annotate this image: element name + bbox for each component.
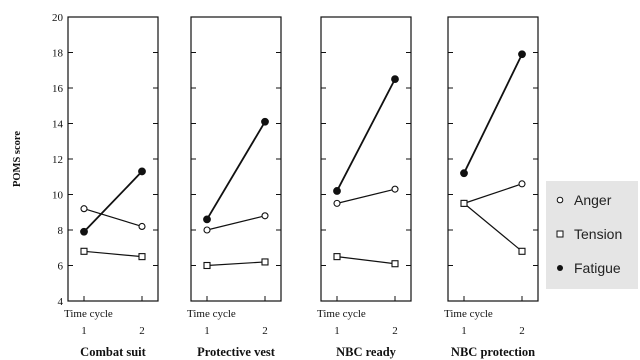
marker-fatigue bbox=[203, 215, 211, 224]
marker-anger bbox=[518, 180, 526, 188]
x-axis-label: Time cycle bbox=[64, 308, 113, 320]
y-axis-label: POMS score bbox=[12, 131, 23, 187]
series-line-anger bbox=[336, 188, 396, 204]
y-tick-label: 20 bbox=[52, 12, 64, 24]
x-tick-label: 2 bbox=[519, 325, 525, 337]
series-line-fatigue bbox=[336, 78, 396, 192]
marker-fatigue bbox=[80, 227, 88, 236]
marker-fatigue bbox=[391, 75, 399, 84]
y-tick-label: 12 bbox=[52, 154, 63, 166]
marker-tension bbox=[261, 258, 269, 266]
marker-tension bbox=[391, 260, 399, 268]
marker-anger bbox=[261, 212, 269, 220]
marker-anger bbox=[203, 226, 211, 234]
marker-fatigue bbox=[138, 167, 146, 176]
marker-fatigue bbox=[261, 117, 269, 126]
series-line-tension bbox=[463, 202, 523, 252]
marker-tension bbox=[460, 199, 468, 207]
panel-frame bbox=[190, 16, 282, 302]
series-line-tension bbox=[336, 256, 396, 265]
x-tick-label: 1 bbox=[461, 325, 467, 337]
marker-anger bbox=[391, 185, 399, 193]
marker-fatigue bbox=[518, 50, 526, 59]
y-tick-label: 16 bbox=[52, 83, 64, 95]
legend-marker-tension bbox=[556, 230, 564, 238]
series-line-fatigue bbox=[463, 53, 523, 174]
x-tick-label: 2 bbox=[392, 325, 398, 337]
marker-tension bbox=[138, 253, 146, 261]
legend-marker-fatigue bbox=[557, 265, 563, 271]
marker-anger bbox=[138, 222, 146, 230]
series-line-fatigue bbox=[206, 121, 266, 220]
y-tick-label: 6 bbox=[58, 261, 64, 273]
x-tick-label: 2 bbox=[262, 325, 268, 337]
x-tick-label: 1 bbox=[204, 325, 210, 337]
series-line-tension bbox=[83, 250, 143, 258]
series-line-anger bbox=[463, 183, 523, 204]
x-axis-label: Time cycle bbox=[187, 308, 236, 320]
y-tick-label: 14 bbox=[52, 119, 64, 131]
panel-title: Combat suit bbox=[80, 345, 146, 359]
legend-label: Tension bbox=[574, 226, 622, 242]
panel-title: NBC protection bbox=[451, 345, 535, 359]
x-tick-label: 1 bbox=[334, 325, 340, 337]
marker-fatigue bbox=[333, 187, 341, 195]
marker-tension bbox=[333, 253, 341, 261]
y-tick-label: 10 bbox=[52, 190, 64, 202]
marker-tension bbox=[518, 247, 526, 255]
series-line-anger bbox=[83, 208, 143, 228]
marker-fatigue bbox=[460, 169, 468, 178]
marker-tension bbox=[203, 261, 211, 270]
series-line-anger bbox=[206, 215, 266, 231]
x-tick-label: 1 bbox=[81, 325, 87, 337]
legend-marker-anger bbox=[556, 196, 564, 204]
x-axis-label: Time cycle bbox=[317, 308, 366, 320]
legend-label: Fatigue bbox=[574, 260, 621, 276]
y-tick-label: 18 bbox=[52, 48, 64, 60]
marker-tension bbox=[80, 247, 88, 255]
legend-label: Anger bbox=[574, 192, 612, 208]
marker-anger bbox=[80, 205, 88, 213]
x-tick-label: 2 bbox=[139, 325, 145, 337]
panel-title: Protective vest bbox=[197, 345, 276, 359]
y-tick-label: 8 bbox=[58, 225, 64, 237]
panel-title: NBC ready bbox=[336, 345, 397, 359]
series-line-tension bbox=[206, 261, 266, 267]
series-line-fatigue bbox=[83, 170, 143, 233]
marker-anger bbox=[333, 199, 341, 207]
y-tick-label: 4 bbox=[58, 296, 64, 308]
x-axis-label: Time cycle bbox=[444, 308, 493, 320]
panel-frame bbox=[447, 16, 539, 302]
